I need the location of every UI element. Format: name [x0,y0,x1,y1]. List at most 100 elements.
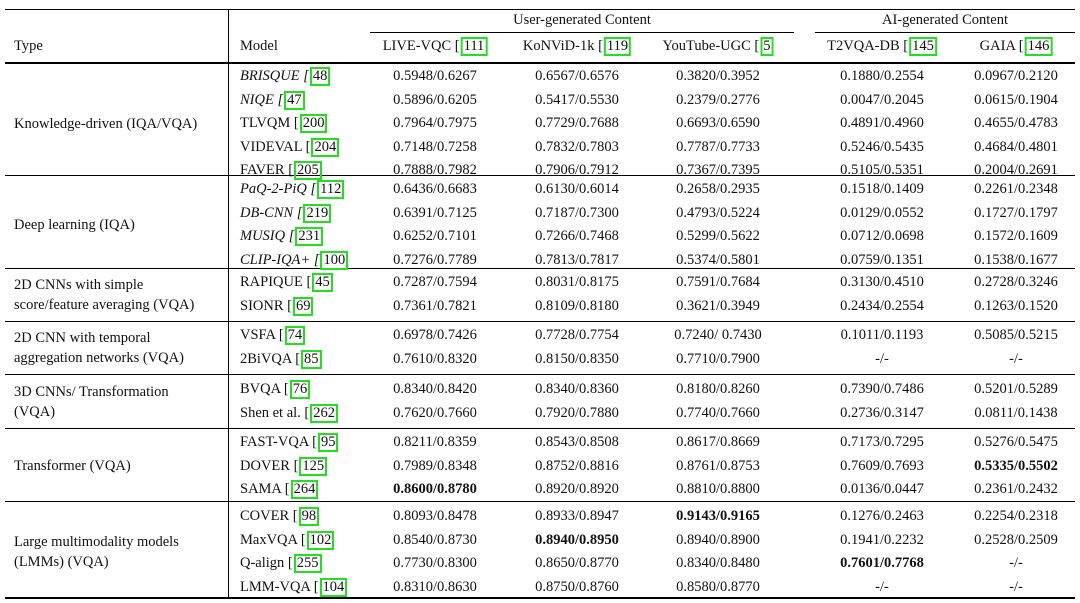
type-label: Large multimodality models (LMMs) (VQA) [14,532,179,572]
score-cell-gaia: 0.5085/0.5215 [974,327,1058,343]
group-rule-ugc [370,32,794,33]
score-cell-konvid-1k: 0.6130/0.6014 [535,181,619,197]
group-separator-rule [5,321,1075,322]
score-cell-youtube-ugc: 0.4793/0.5224 [676,204,760,221]
type-label: Deep learning (IQA) [14,215,135,235]
score-cell-t2vqa-db: 0.0129/0.0552 [840,204,924,221]
column-header-youtube-ugc: YouTube-UGC [5 [663,37,774,56]
type-column-divider [228,9,229,598]
score-cell-konvid-1k: 0.7813/0.7817 [535,251,619,268]
score-cell-gaia: 0.5201/0.5289 [974,381,1058,397]
score-cell-t2vqa-db: 0.0047/0.2045 [840,91,924,108]
model-name: SAMA [264 [240,480,319,499]
model-name: SIONR [69 [240,296,314,316]
score-cell-live-vqc: 0.5896/0.6205 [393,91,477,108]
score-cell-live-vqc: 0.7730/0.8300 [393,555,477,571]
model-name: VSFA [74 [240,326,306,345]
score-cell-konvid-1k: 0.7906/0.7912 [535,162,619,178]
type-label-line: Deep learning (IQA) [14,217,135,233]
model-name: COVER [98 [240,507,320,526]
column-header-t2vqa-db: T2VQA-DB [145 [827,37,937,56]
type-label: Transformer (VQA) [14,456,131,476]
score-cell-youtube-ugc: 0.8940/0.8900 [676,531,760,548]
score-cell-konvid-1k: 0.6567/0.6576 [535,68,619,84]
score-cell-gaia: 0.0811/0.1438 [974,404,1058,421]
score-cell-youtube-ugc: 0.3621/0.3949 [676,297,760,314]
group-separator-rule [5,374,1075,375]
model-name: FAST-VQA [95 [240,433,339,452]
score-cell-gaia: 0.5335/0.5502 [974,457,1058,474]
model-name: VIDEVAL [204 [240,137,340,157]
score-cell-konvid-1k: 0.7266/0.7468 [535,228,619,244]
score-cell-konvid-1k: 0.8920/0.8920 [535,481,619,497]
score-cell-live-vqc: 0.8340/0.8420 [393,381,477,397]
model-name: FAVER [205 [240,161,322,180]
score-cell-youtube-ugc: 0.8617/0.8669 [676,434,760,450]
score-cell-youtube-ugc: 0.5374/0.5801 [676,251,760,268]
bottom-rule [5,597,1075,599]
citation-box: 204 [311,137,340,157]
model-name: MaxVQA [102 [240,530,335,550]
type-label-line: 2D CNNs with simple [14,276,144,293]
score-cell-konvid-1k: 0.7920/0.7880 [535,404,619,421]
score-cell-t2vqa-db: 0.7173/0.7295 [840,434,924,450]
score-cell-youtube-ugc: 0.7591/0.7684 [676,274,760,290]
score-cell-gaia: 0.2528/0.2509 [974,531,1058,548]
score-cell-gaia: -/- [1009,578,1023,595]
score-cell-gaia: 0.5276/0.5475 [974,434,1058,450]
score-cell-konvid-1k: 0.8750/0.8760 [535,578,619,595]
type-label-line: Transformer (VQA) [14,458,131,475]
ugc-group-header: User-generated Content [513,12,651,28]
score-cell-konvid-1k: 0.8543/0.8508 [535,434,619,450]
score-cell-konvid-1k: 0.5417/0.5530 [535,91,619,108]
score-cell-t2vqa-db: 0.7390/0.7486 [840,381,924,397]
score-cell-live-vqc: 0.7148/0.7258 [393,138,477,155]
score-cell-konvid-1k: 0.7832/0.7803 [535,138,619,155]
citation-box: 231 [295,227,324,246]
model-name: 2BiVQA [85 [240,349,322,369]
score-cell-konvid-1k: 0.7187/0.7300 [535,204,619,221]
score-cell-t2vqa-db: 0.7601/0.7768 [840,555,924,571]
score-cell-live-vqc: 0.7276/0.7789 [393,251,477,268]
score-cell-t2vqa-db: -/- [875,350,889,367]
model-name: DOVER [125 [240,456,328,476]
score-cell-youtube-ugc: 0.7740/0.7660 [676,404,760,421]
citation-box: 48 [309,67,331,86]
type-label-line: score/feature averaging (VQA) [14,296,195,313]
citation-box: 146 [1024,37,1053,56]
score-cell-t2vqa-db: 0.1941/0.2232 [840,531,924,548]
model-name: Q-align [255 [240,554,322,573]
group-rule-ai [815,32,1075,33]
score-cell-live-vqc: 0.7361/0.7821 [393,297,477,314]
citation-box: 125 [299,456,328,476]
score-cell-t2vqa-db: 0.4891/0.4960 [840,115,924,131]
score-cell-t2vqa-db: 0.7609/0.7693 [840,457,924,474]
score-cell-youtube-ugc: 0.7710/0.7900 [676,350,760,367]
score-cell-t2vqa-db: 0.3130/0.4510 [840,274,924,290]
model-name: LMM-VQA [104 [240,577,348,597]
score-cell-live-vqc: 0.7964/0.7975 [393,115,477,131]
citation-box: 111 [460,37,488,56]
type-label-line: (LMMs) (VQA) [14,554,109,570]
score-cell-konvid-1k: 0.8031/0.8175 [535,274,619,290]
model-name: PaQ-2-PiQ [112 [240,180,345,199]
score-cell-live-vqc: 0.6391/0.7125 [393,204,477,221]
score-cell-gaia: 0.1572/0.1609 [974,228,1058,244]
score-cell-gaia: 0.2254/0.2318 [974,508,1058,524]
score-cell-live-vqc: 0.6252/0.7101 [393,228,477,244]
score-cell-youtube-ugc: 0.2658/0.2935 [676,181,760,197]
citation-box: 205 [294,161,322,180]
score-cell-gaia: 0.0967/0.2120 [974,68,1058,84]
type-label: 2D CNNs with simple score/feature averagi… [14,275,194,315]
citation-box: 47 [284,90,305,110]
column-header-gaia: GAIA [146 [980,37,1053,56]
citation-box: 100 [320,250,349,270]
citation-box: 95 [317,433,339,452]
score-cell-youtube-ugc: 0.8580/0.8770 [676,578,760,595]
score-cell-gaia: 0.2261/0.2348 [974,181,1058,197]
type-label-line: (VQA) [14,403,56,420]
score-cell-gaia: 0.1727/0.1797 [974,204,1058,221]
score-cell-youtube-ugc: 0.7240/ 0.7430 [674,327,762,343]
score-cell-konvid-1k: 0.8940/0.8950 [535,531,619,548]
